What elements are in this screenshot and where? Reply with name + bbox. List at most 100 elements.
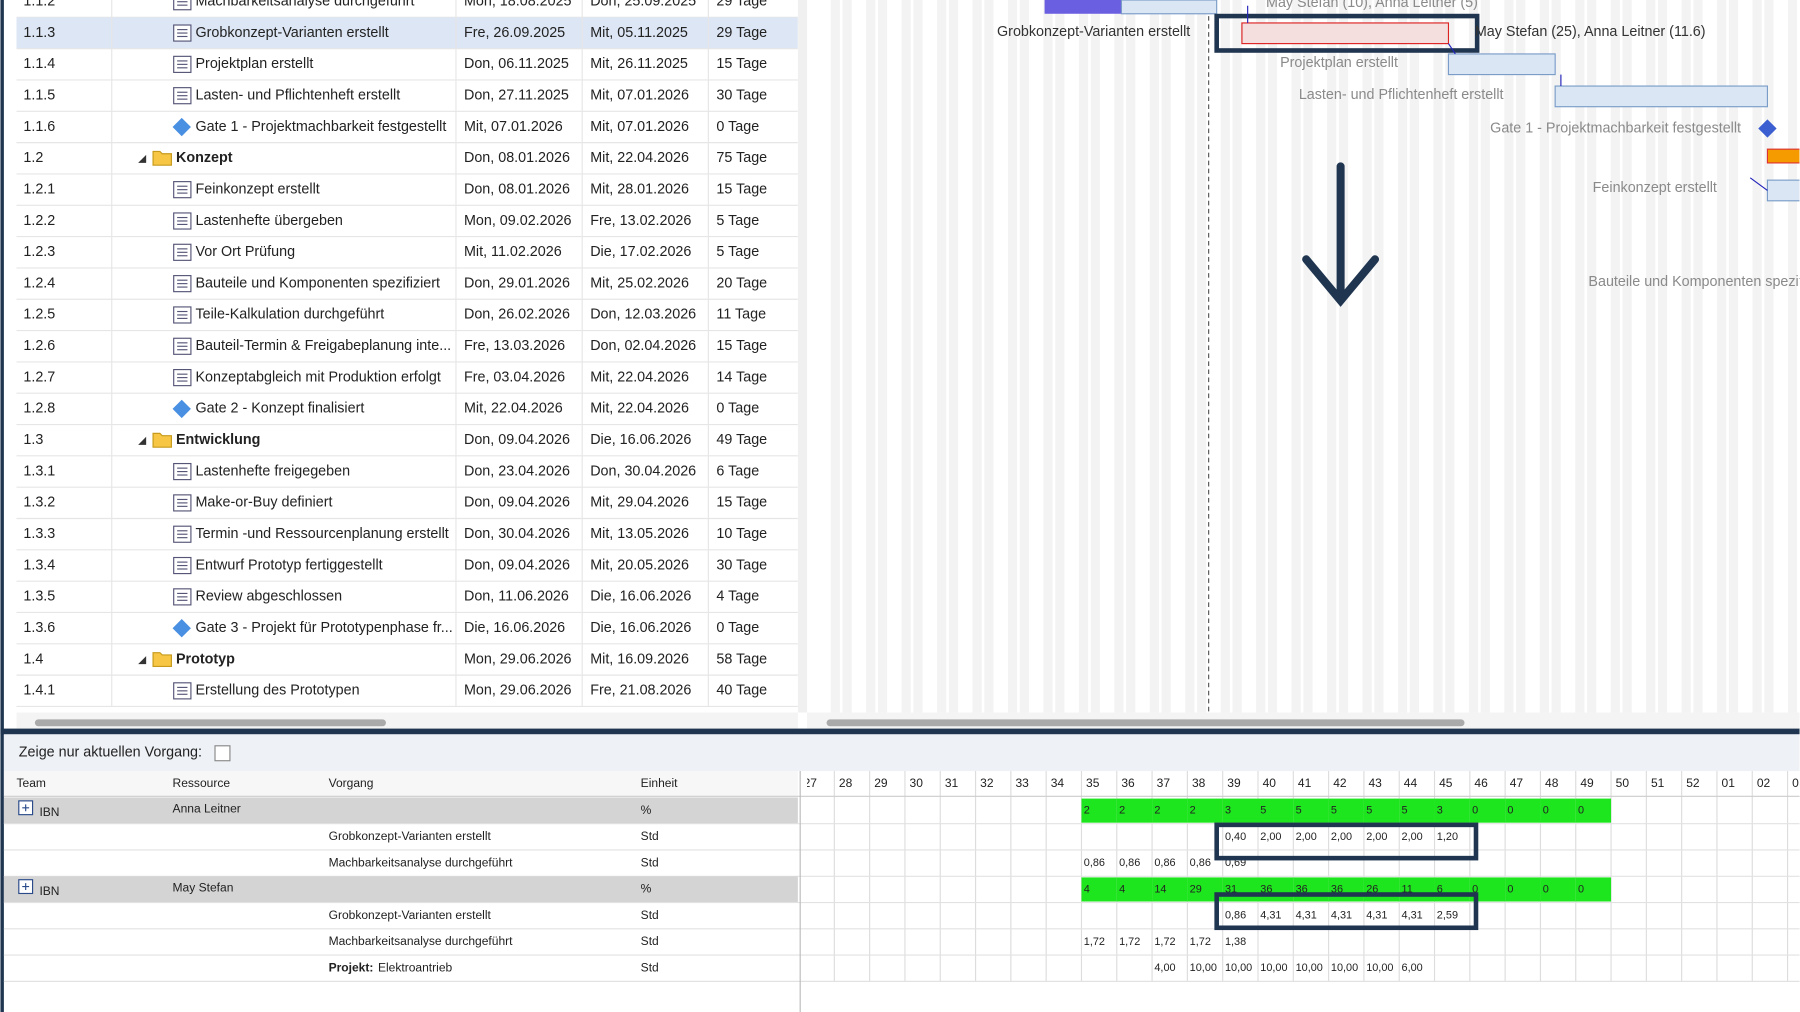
week-label: 33: [1015, 776, 1029, 790]
scroll-hint-arrow: [1302, 162, 1380, 307]
week-stripe: [1126, 0, 1136, 713]
end-date: Mit, 26.11.2025: [590, 56, 688, 72]
week-stripe: [1752, 0, 1762, 713]
week-stripe: [1362, 0, 1372, 713]
wbs: 1.1.6: [23, 119, 55, 135]
week-label: 52: [1686, 776, 1700, 790]
end-date: Mit, 16.09.2026: [590, 651, 689, 667]
team: IBN: [39, 884, 59, 898]
cell-value: 3: [1225, 805, 1231, 817]
start-date: Mit, 07.01.2026: [464, 119, 563, 135]
duration: 40 Tage: [716, 683, 767, 699]
task-name: Make-or-Buy definiert: [196, 495, 333, 511]
scrollbar[interactable]: [34, 719, 386, 727]
gantt-label: May Stefan (10), Anna Leitner (5): [1266, 0, 1478, 11]
duration: 15 Tage: [716, 56, 767, 72]
week-stripe: [1764, 0, 1774, 713]
week-stripe: [937, 0, 947, 713]
task-name: Gate 3 - Projekt für Prototypenphase fr.…: [196, 620, 453, 636]
cell-value: 0,86: [1119, 857, 1140, 869]
week-stripe: [1551, 0, 1561, 713]
cell-value: 10,00: [1190, 962, 1217, 974]
week-stripe: [877, 0, 888, 713]
milestone: [1758, 119, 1777, 138]
task-name: Entwurf Prototyp fertiggestellt: [196, 557, 383, 573]
cell-value: 0: [1543, 805, 1549, 817]
column-header: Team: [17, 776, 46, 790]
end-date: Mit, 22.04.2026: [590, 150, 689, 166]
cell-value: 0: [1578, 805, 1584, 817]
week-stripe: [1338, 0, 1349, 713]
header-bg: [3, 771, 798, 797]
checkbox[interactable]: [214, 745, 231, 762]
week-label: 45: [1439, 776, 1453, 790]
cell-value: 4,31: [1260, 910, 1281, 922]
gantt-label: Bauteile und Komponenten spezifiziert: [1588, 274, 1800, 290]
cell-value: 2,59: [1437, 910, 1458, 922]
week-stripe: [1504, 0, 1514, 713]
task-name: Termin -und Ressourcenplanung erstellt: [196, 526, 449, 542]
gantt-label: Grobkonzept-Varianten erstellt: [997, 24, 1190, 40]
gantt-label: May Stefan (25), Anna Leitner (11.6): [1475, 24, 1706, 40]
cell-value: 1,72: [1084, 936, 1105, 948]
end-date: Die, 17.02.2026: [590, 244, 691, 260]
duration: 49 Tage: [716, 432, 767, 448]
week-stripe: [1622, 0, 1632, 713]
cell-value: 2,00: [1366, 831, 1387, 843]
cell-value: 10,00: [1296, 962, 1323, 974]
wbs: 1.2.2: [23, 213, 55, 229]
cell-value: 0,86: [1225, 910, 1246, 922]
bar: [1241, 22, 1450, 45]
end-date: Mit, 07.01.2026: [590, 119, 689, 135]
task: Grobkonzept-Varianten erstellt: [329, 829, 492, 843]
end-date: Fre, 21.08.2026: [590, 683, 691, 699]
task: Machbarkeitsanalyse durchgeführt: [329, 855, 514, 869]
cell-value: 5: [1402, 805, 1408, 817]
team: IBN: [39, 805, 59, 819]
week-stripe: [972, 0, 982, 713]
milestone-icon: [172, 117, 191, 137]
week-label: 30: [910, 776, 924, 790]
load-cell: [1540, 877, 1576, 902]
end-date: Mit, 25.02.2026: [590, 275, 689, 291]
week-stripe: [1693, 0, 1703, 713]
task: Projekt: Elektroantrieb: [329, 960, 453, 974]
filter-label: Zeige nur aktuellen Vorgang:: [19, 744, 202, 760]
cell-value: 0: [1472, 805, 1478, 817]
load-cell: [1152, 877, 1188, 902]
cell-value: 2,00: [1296, 831, 1317, 843]
wbs: 1.1.3: [23, 25, 55, 41]
task-name: Lastenhefte übergeben: [196, 213, 343, 229]
start-date: Don, 06.11.2025: [464, 56, 569, 72]
cell-value: 1,72: [1190, 936, 1211, 948]
week-stripe: [1043, 0, 1053, 713]
duration: 0 Tage: [716, 401, 759, 417]
duration: 14 Tage: [716, 369, 767, 385]
load-cell: [1257, 798, 1294, 823]
cell-value: 1,72: [1119, 936, 1140, 948]
load-cell: [1399, 798, 1435, 823]
week-label: 36: [1121, 776, 1135, 790]
wbs: 1.4: [23, 651, 43, 667]
week-stripe: [1539, 0, 1549, 713]
load-cell: [1328, 798, 1364, 823]
cell-value: 0,40: [1225, 831, 1246, 843]
week-label: 46: [1474, 776, 1488, 790]
load-cell: [1152, 798, 1188, 823]
cell-value: 2: [1084, 805, 1090, 817]
load-cell: [1540, 798, 1576, 823]
end-date: Die, 16.06.2026: [590, 432, 691, 448]
cell-value: 4: [1119, 883, 1125, 895]
scrollbar[interactable]: [826, 719, 1465, 727]
week-stripe: [1657, 0, 1668, 713]
resource: May Stefan: [173, 880, 234, 894]
splitter[interactable]: [797, 0, 808, 713]
gantt-label: Gate 1 - Projektmachbarkeit festgestellt: [1490, 120, 1741, 136]
duration: 29 Tage: [716, 0, 767, 10]
cell-value: 4,31: [1331, 910, 1352, 922]
week-stripe: [1090, 0, 1100, 713]
load-cell: [1293, 798, 1329, 823]
plus: [22, 883, 30, 891]
end-date: Mit, 22.04.2026: [590, 401, 689, 417]
cell-value: 10,00: [1366, 962, 1393, 974]
